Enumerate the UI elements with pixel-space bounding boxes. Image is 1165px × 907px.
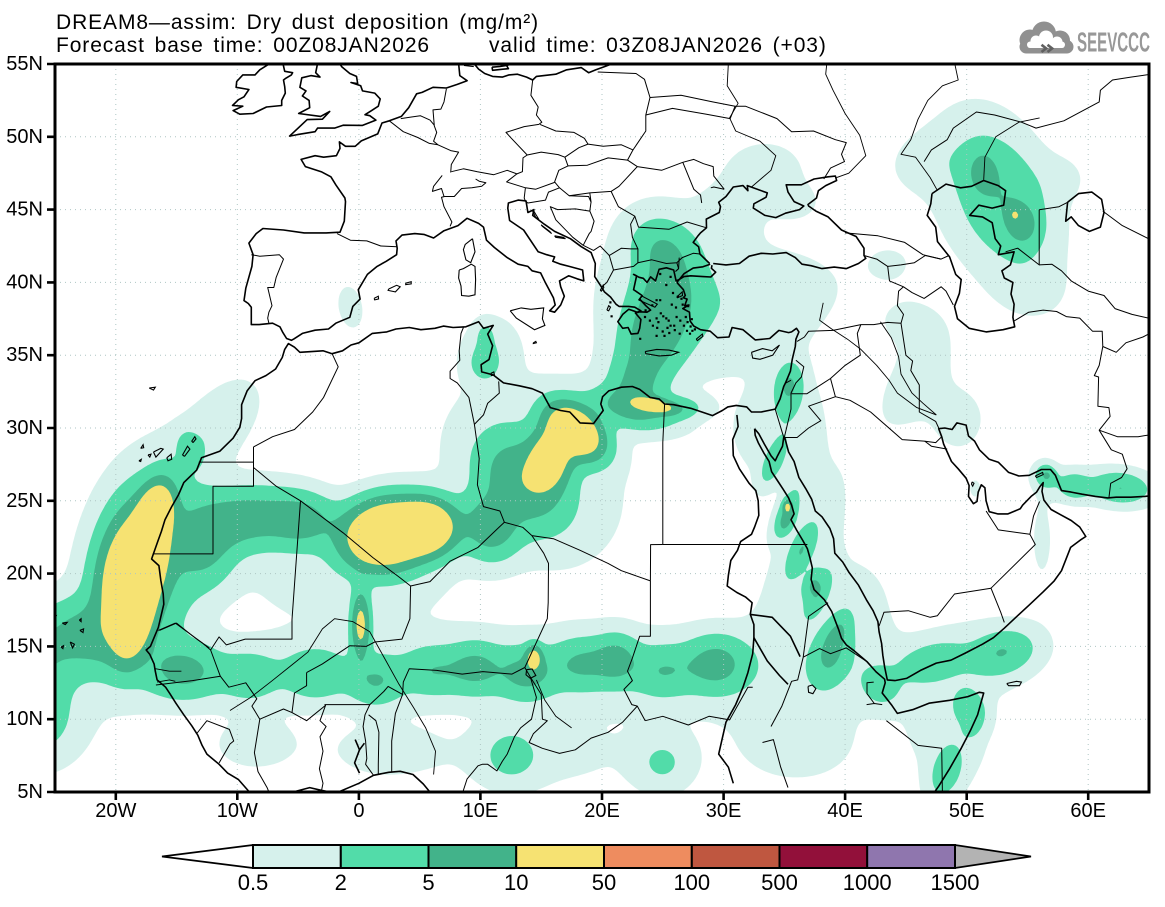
- svg-text:1000: 1000: [843, 870, 892, 895]
- svg-text:15N: 15N: [6, 635, 43, 657]
- svg-text:35N: 35N: [6, 344, 43, 366]
- svg-text:50N: 50N: [6, 126, 43, 148]
- svg-text:10E: 10E: [463, 800, 499, 822]
- svg-text:25N: 25N: [6, 490, 43, 512]
- svg-text:5: 5: [422, 870, 434, 895]
- svg-text:30E: 30E: [706, 800, 742, 822]
- svg-text:0.5: 0.5: [238, 870, 269, 895]
- svg-text:DREAM8—assim: Dry dust deposit: DREAM8—assim: Dry dust deposition (mg/m²…: [56, 11, 539, 34]
- svg-text:10N: 10N: [6, 708, 43, 730]
- svg-text:40N: 40N: [6, 271, 43, 293]
- svg-text:30N: 30N: [6, 417, 43, 439]
- svg-text:valid time: 03Z08JAN2026 (+03): valid time: 03Z08JAN2026 (+03): [489, 34, 827, 57]
- svg-text:55N: 55N: [6, 53, 43, 75]
- svg-text:60E: 60E: [1070, 800, 1106, 822]
- svg-text:45N: 45N: [6, 199, 43, 221]
- svg-text:0: 0: [353, 800, 364, 822]
- svg-text:50: 50: [592, 870, 616, 895]
- svg-text:50E: 50E: [949, 800, 985, 822]
- svg-text:Forecast base time: 00Z08JAN20: Forecast base time: 00Z08JAN2026: [56, 34, 430, 57]
- svg-text:5N: 5N: [17, 781, 43, 803]
- svg-text:SEEVCCC: SEEVCCC: [1077, 27, 1150, 58]
- svg-text:40E: 40E: [827, 800, 863, 822]
- svg-text:500: 500: [761, 870, 798, 895]
- svg-text:2: 2: [335, 870, 347, 895]
- svg-text:20E: 20E: [584, 800, 620, 822]
- svg-text:10W: 10W: [217, 800, 258, 822]
- svg-text:10: 10: [504, 870, 528, 895]
- svg-text:100: 100: [673, 870, 710, 895]
- svg-text:1500: 1500: [931, 870, 980, 895]
- svg-text:20W: 20W: [95, 800, 136, 822]
- svg-text:20N: 20N: [6, 563, 43, 585]
